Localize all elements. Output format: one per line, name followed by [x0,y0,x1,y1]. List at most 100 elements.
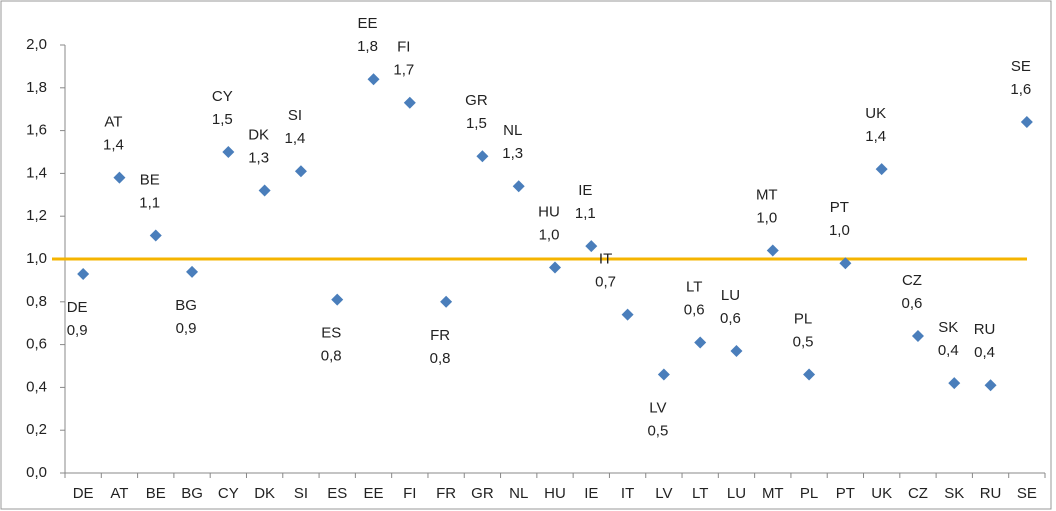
data-label-value: 1,4 [103,137,124,154]
y-tick-label: 0,2 [26,421,47,438]
marker [1020,116,1033,129]
x-tick-label: AT [110,485,128,502]
data-label-name: UK [865,105,886,122]
data-label-value: 1,4 [284,130,305,147]
data-label-name: CZ [902,272,922,289]
y-tick-label: 1,6 [26,122,47,139]
marker [839,257,852,270]
marker [512,180,525,193]
data-label-value: 1,5 [466,115,487,132]
data-label-value: 1,0 [756,209,777,226]
data-label-name: EE [358,15,378,32]
data-label-name: IE [578,182,592,199]
marker [367,73,380,86]
data-label-name: HU [538,204,560,221]
x-tick-label: FR [436,485,456,502]
x-tick-label: HU [544,485,566,502]
y-tick-label: 1,8 [26,79,47,96]
marker [549,261,561,274]
x-tick-label: IT [621,485,634,502]
x-tick-label: DE [73,485,94,502]
data-label-name: IT [599,251,612,268]
marker [113,171,126,184]
data-label-name: LV [649,400,666,417]
data-label-value: 1,5 [212,111,233,128]
data-label-name: SK [938,319,958,336]
data-label-value: 0,6 [720,310,741,327]
data-label-name: FI [397,39,410,56]
data-label-name: BG [175,297,197,314]
data-label-name: LT [686,278,702,295]
data-label-value: 1,7 [393,62,414,79]
x-tick-label: BG [181,485,203,502]
data-label-value: 1,1 [575,205,596,222]
marker [294,165,307,178]
marker [730,345,743,358]
marker [149,229,162,242]
x-tick-label: SE [1017,485,1037,502]
data-label-name: FR [430,327,450,344]
data-label-value: 0,6 [684,301,705,318]
marker [984,379,997,392]
data-label-value: 0,9 [176,320,197,337]
y-tick-label: 0,8 [26,293,47,310]
marker [911,330,924,343]
data-label-name: LU [721,287,740,304]
y-tick-label: 1,4 [26,164,47,181]
data-label-name: AT [104,114,122,131]
marker [657,368,670,381]
data-label-value: 1,0 [829,222,850,239]
data-label-value: 1,1 [139,194,160,211]
data-label-name: NL [503,122,522,139]
data-label-name: PL [794,311,812,328]
x-tick-label: NL [509,485,528,502]
data-label-value: 0,7 [595,274,616,291]
x-tick-label: UK [871,485,892,502]
data-label-value: 0,6 [902,295,923,312]
marker [694,336,707,349]
data-label-name: SE [1011,58,1031,75]
x-tick-label: BE [146,485,166,502]
marker [222,146,235,158]
marker [77,267,90,280]
data-label-name: DK [248,126,269,143]
marker [766,244,779,257]
data-label-name: BE [140,171,160,188]
data-label-name: PT [830,199,849,216]
marker [803,368,816,381]
data-label-value: 0,4 [974,344,995,361]
data-label-name: RU [974,321,996,338]
x-tick-label: GR [471,485,494,502]
x-tick-label: LV [655,485,672,502]
x-tick-label: CY [218,485,239,502]
data-label-value: 1,4 [865,128,886,145]
data-label-value: 1,8 [357,38,378,55]
y-tick-label: 0,6 [26,336,47,353]
x-tick-label: SK [944,485,964,502]
x-tick-label: DK [254,485,275,502]
data-label-name: SI [288,107,302,124]
x-tick-label: LU [727,485,746,502]
y-tick-label: 1,2 [26,207,47,224]
y-tick-label: 0,0 [26,464,47,481]
data-label-name: CY [212,88,233,105]
y-tick-label: 2,0 [26,36,47,53]
x-tick-label: RU [980,485,1002,502]
data-label-value: 0,4 [938,342,959,359]
x-tick-label: CZ [908,485,928,502]
y-tick-label: 0,4 [26,378,47,395]
x-tick-label: PL [800,485,818,502]
data-label-value: 0,8 [321,348,342,365]
data-label-value: 1,3 [502,145,523,162]
x-tick-label: FI [403,485,416,502]
marker [440,295,453,308]
data-label-name: GR [465,92,488,109]
data-label-value: 1,6 [1010,81,1031,98]
marker [331,293,344,306]
marker [948,377,961,390]
data-label-name: DE [67,299,88,316]
data-label-value: 0,8 [430,350,451,367]
data-label-name: ES [321,325,341,342]
